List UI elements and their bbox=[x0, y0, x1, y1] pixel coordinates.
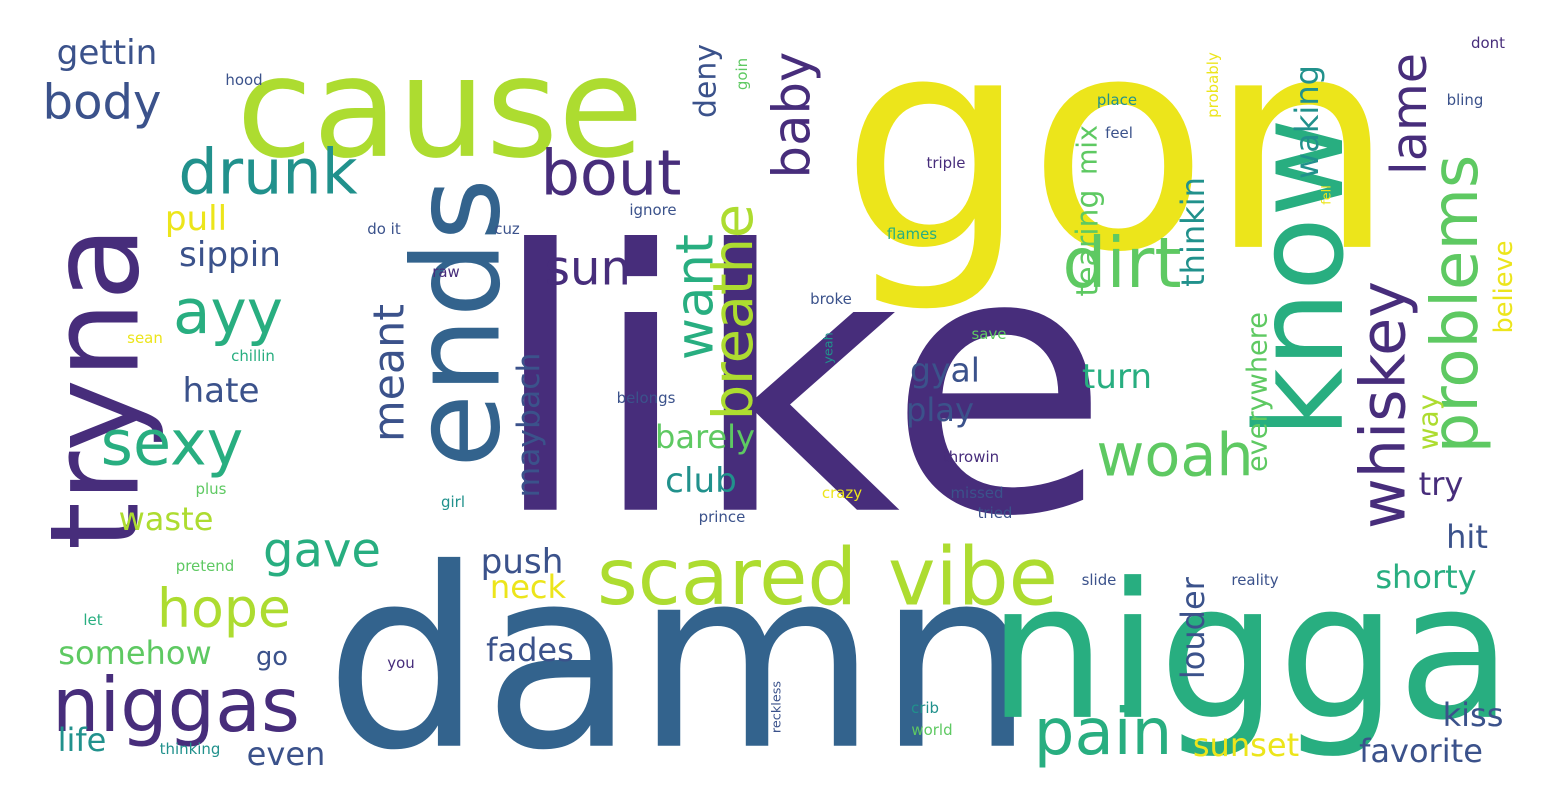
word-vibe: vibe bbox=[888, 531, 1058, 624]
word-broke: broke bbox=[810, 290, 852, 308]
word-problems: problems bbox=[1419, 155, 1493, 454]
word-scared: scared bbox=[597, 532, 857, 623]
word-like: like bbox=[490, 175, 1110, 596]
word-sippin: sippin bbox=[179, 235, 281, 275]
word-somehow: somehow bbox=[58, 634, 211, 672]
word-hate: hate bbox=[182, 371, 259, 411]
word-hit: hit bbox=[1446, 518, 1488, 556]
word-you: you bbox=[387, 654, 414, 672]
word-way: way bbox=[1412, 394, 1445, 450]
word-let: let bbox=[83, 611, 102, 629]
word-world: world bbox=[911, 721, 952, 739]
word-sean: sean bbox=[127, 329, 163, 347]
word-go: go bbox=[256, 642, 288, 672]
word-tryna: tryna bbox=[23, 226, 166, 551]
word-slide: slide bbox=[1082, 571, 1117, 589]
word-fell: fell bbox=[1319, 185, 1334, 205]
word-reckless: reckless bbox=[769, 681, 784, 733]
word-body: body bbox=[43, 75, 162, 131]
word-life: life bbox=[58, 721, 107, 759]
word-dont: dont bbox=[1471, 34, 1505, 52]
word-louder: louder bbox=[1174, 576, 1212, 679]
word-play: play bbox=[906, 391, 974, 429]
word-do-it: do it bbox=[367, 220, 401, 238]
word-mix: mix bbox=[1072, 125, 1103, 175]
word-save: save bbox=[971, 325, 1006, 343]
word-push: push bbox=[481, 542, 564, 582]
word-cause: cause bbox=[236, 27, 643, 189]
word-turn: turn bbox=[1082, 357, 1152, 397]
word-try: try bbox=[1419, 465, 1464, 503]
word-crib: crib bbox=[911, 699, 939, 717]
word-want: want bbox=[666, 234, 726, 360]
word-maybach: maybach bbox=[511, 353, 547, 498]
word-kiss: kiss bbox=[1443, 696, 1504, 734]
word-place: place bbox=[1097, 91, 1137, 109]
word-breathe: breathe bbox=[701, 204, 766, 420]
word-goin: goin bbox=[733, 58, 751, 90]
word-pull: pull bbox=[165, 199, 227, 239]
word-feel: feel bbox=[1105, 124, 1133, 142]
word-whiskey: whiskey bbox=[1346, 281, 1419, 529]
word-neck: neck bbox=[490, 568, 567, 606]
word-tearing: tearing bbox=[1070, 190, 1105, 297]
word-triple: triple bbox=[926, 154, 965, 172]
word-believe: believe bbox=[1489, 241, 1519, 334]
word-bling: bling bbox=[1447, 91, 1484, 109]
word-gyal: gyal bbox=[910, 350, 980, 389]
word-waking: waking bbox=[1288, 65, 1326, 179]
word-yeah: yeah bbox=[821, 332, 836, 363]
word-pretend: pretend bbox=[176, 557, 235, 575]
word-drunk: drunk bbox=[178, 135, 357, 208]
word-raw: raw bbox=[432, 263, 460, 281]
word-sun: sun bbox=[545, 241, 631, 297]
word-belongs: belongs bbox=[617, 389, 676, 407]
word-sexy: sexy bbox=[101, 406, 244, 479]
word-deny: deny bbox=[688, 44, 723, 118]
word-bout: bout bbox=[541, 136, 682, 209]
word-niggas: niggas bbox=[52, 662, 300, 749]
word-chillin: chillin bbox=[231, 347, 275, 365]
word-lame: lame bbox=[1380, 53, 1438, 175]
word-reality: reality bbox=[1231, 571, 1278, 589]
word-barely: barely bbox=[655, 418, 755, 456]
word-ayy: ayy bbox=[173, 277, 283, 348]
word-meant: meant bbox=[365, 304, 415, 442]
word-even: even bbox=[247, 735, 326, 773]
word-ignore: ignore bbox=[629, 201, 676, 219]
word-shorty: shorty bbox=[1375, 558, 1476, 596]
word-gettin: gettin bbox=[57, 33, 158, 73]
word-everywhere: everywhere bbox=[1242, 312, 1273, 472]
word-ends: ends bbox=[388, 178, 528, 468]
word-baby: baby bbox=[763, 52, 823, 179]
word-woah: woah bbox=[1096, 420, 1253, 489]
word-prince: prince bbox=[699, 508, 746, 526]
word-thinking: thinking bbox=[160, 740, 221, 758]
word-girl: girl bbox=[441, 493, 465, 511]
word-cuz: cuz bbox=[494, 220, 520, 238]
word-hood: hood bbox=[225, 71, 262, 89]
word-know: know bbox=[1230, 118, 1371, 438]
word-tried: tried bbox=[978, 504, 1013, 522]
word-club: club bbox=[665, 461, 737, 501]
word-throwin: throwin bbox=[943, 448, 999, 466]
word-sunset: sunset bbox=[1193, 726, 1299, 764]
word-flames: flames bbox=[887, 225, 937, 243]
word-gon: gon bbox=[841, 0, 1396, 317]
word-probably: probably bbox=[1204, 52, 1222, 118]
word-plus: plus bbox=[196, 480, 227, 498]
word-damn: damn bbox=[325, 515, 1035, 804]
word-hope: hope bbox=[157, 577, 291, 640]
word-missed: missed bbox=[950, 484, 1003, 502]
word-favorite: favorite bbox=[1359, 732, 1483, 770]
word-pain: pain bbox=[1034, 696, 1172, 770]
word-dirt: dirt bbox=[1062, 224, 1181, 304]
word-gave: gave bbox=[263, 523, 381, 579]
word-crazy: crazy bbox=[822, 484, 862, 502]
word-thinkin: thinkin bbox=[1174, 177, 1212, 287]
word-fades: fades bbox=[486, 631, 574, 669]
word-nigga: nigga bbox=[988, 544, 1513, 762]
word-waste: waste bbox=[119, 500, 214, 538]
